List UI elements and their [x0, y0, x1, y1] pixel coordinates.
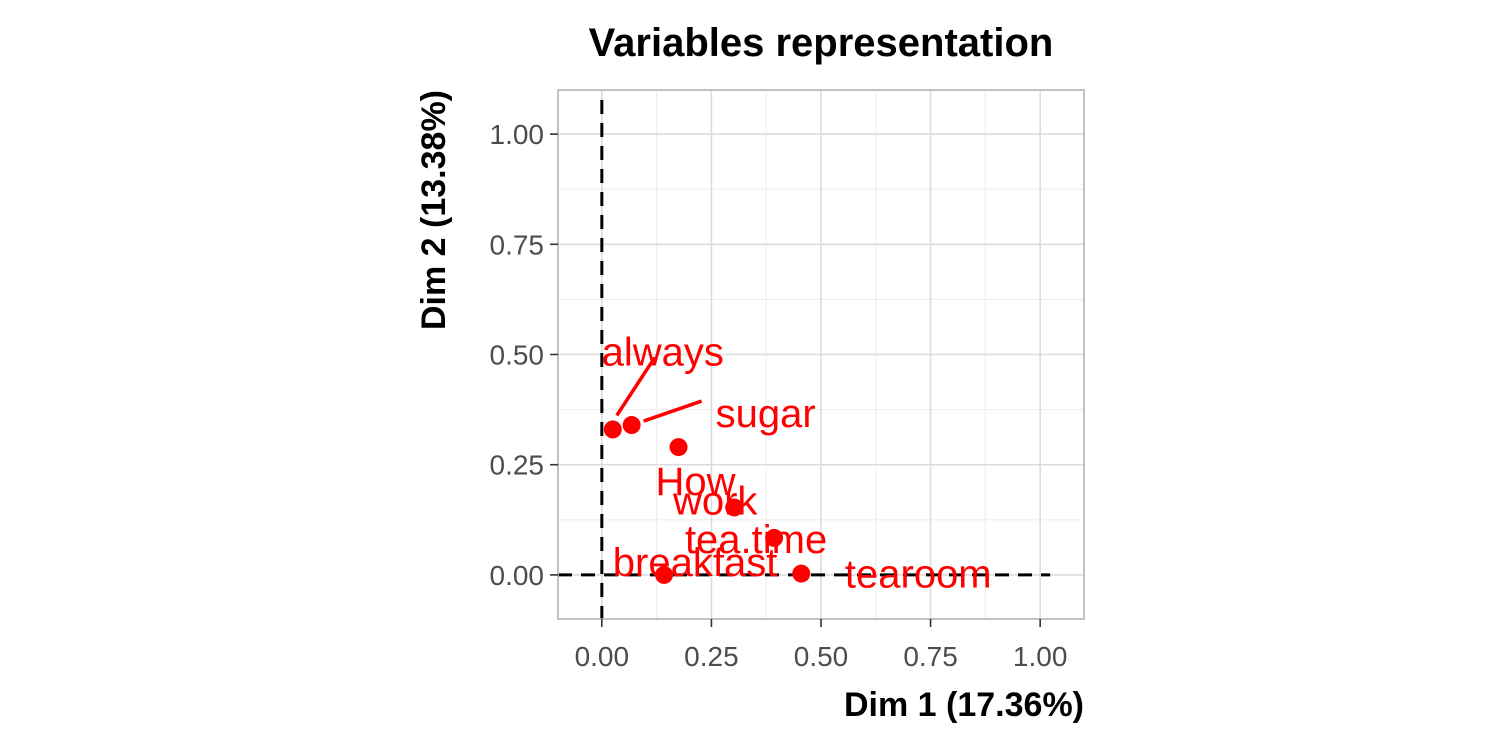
- label-tearoom: tearoom: [845, 553, 992, 597]
- point-breakfast: [655, 565, 674, 584]
- y-tick-label: 0.50: [490, 340, 545, 371]
- point-how: [669, 438, 688, 457]
- point-always: [603, 420, 622, 439]
- point-tea-time: [765, 528, 784, 547]
- data-points: [603, 416, 811, 584]
- x-axis-title: Dim 1 (17.36%): [844, 686, 1084, 724]
- label-sugar: sugar: [716, 392, 816, 436]
- y-tick-label: 0.75: [490, 229, 545, 260]
- connector-sugar: [643, 399, 703, 423]
- point-sugar: [622, 416, 641, 435]
- point-tearoom: [792, 564, 811, 583]
- x-tick-label: 0.25: [684, 641, 739, 672]
- label-connectors: [615, 356, 703, 423]
- x-tick-label: 1.00: [1013, 641, 1068, 672]
- y-tick-label: 1.00: [490, 119, 545, 150]
- x-tick-label: 0.75: [903, 641, 958, 672]
- connector-always: [615, 356, 657, 417]
- y-tick-label: 0.00: [490, 560, 545, 591]
- chart-title: Variables representation: [589, 21, 1054, 65]
- label-tea-time: tea.time: [685, 518, 827, 562]
- label-always: always: [602, 330, 724, 374]
- label-how: How: [656, 460, 736, 504]
- label-breakfast: breakfast: [613, 541, 778, 585]
- x-tick-label: 0.50: [794, 641, 849, 672]
- point-work: [725, 498, 744, 517]
- label-work: work: [672, 479, 758, 523]
- axis-ticks: 0.00 0.25 0.50 0.75 1.00 0.00 0.25 0.50 0.75 1.00: [490, 119, 1068, 672]
- reference-lines: [558, 100, 1051, 619]
- y-tick-label: 0.25: [490, 450, 545, 481]
- y-axis-title: Dim 2 (13.38%): [415, 90, 453, 330]
- x-tick-label: 0.00: [575, 641, 630, 672]
